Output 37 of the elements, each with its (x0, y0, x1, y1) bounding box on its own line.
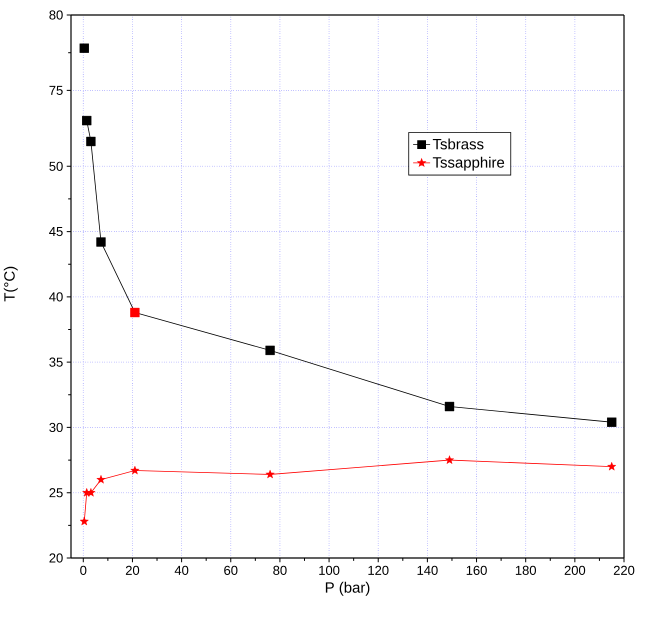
point (266, 470, 275, 478)
point (607, 462, 616, 470)
x-tick-label: 140 (418, 566, 438, 575)
point (96, 474, 106, 484)
point (80, 516, 89, 526)
x-axis-title: P (bar) (326, 582, 370, 596)
point (86, 136, 96, 146)
legend-label: Tsbrass (432, 138, 484, 150)
x-tick-label: 20 (126, 566, 140, 575)
y-tick-label: 20 (49, 553, 63, 563)
x-tick-label: 40 (174, 566, 188, 575)
point (82, 116, 92, 126)
y-tick-label: 40 (49, 292, 63, 302)
y-tick-label: 25 (49, 488, 63, 498)
point (444, 402, 454, 412)
y-axis-title: T(°C) (4, 266, 18, 302)
point (607, 418, 616, 427)
point (445, 455, 454, 464)
x-tick-label: 120 (368, 566, 389, 575)
x-tick-label: 180 (516, 566, 536, 575)
x-tick-label: 80 (273, 566, 287, 575)
y-tick-label: 75 (49, 86, 63, 95)
x-tick-label: 100 (319, 566, 340, 575)
x-tick-label: 0 (80, 566, 86, 575)
legend-label: Tssapphire (432, 156, 504, 171)
y-tick-label: 30 (49, 422, 63, 432)
x-tick-label: 60 (224, 566, 238, 575)
point (130, 466, 140, 474)
y-tick-label: 45 (49, 227, 63, 236)
point (265, 346, 275, 356)
y-tick-label: 50 (49, 162, 63, 171)
y-tick-label: 80 (49, 10, 63, 20)
x-tick-label: 200 (564, 566, 586, 575)
x-tick-label: 160 (466, 566, 487, 575)
point (96, 237, 106, 247)
y-tick-label: 35 (49, 358, 63, 367)
x-tick-label: 220 (614, 566, 634, 575)
